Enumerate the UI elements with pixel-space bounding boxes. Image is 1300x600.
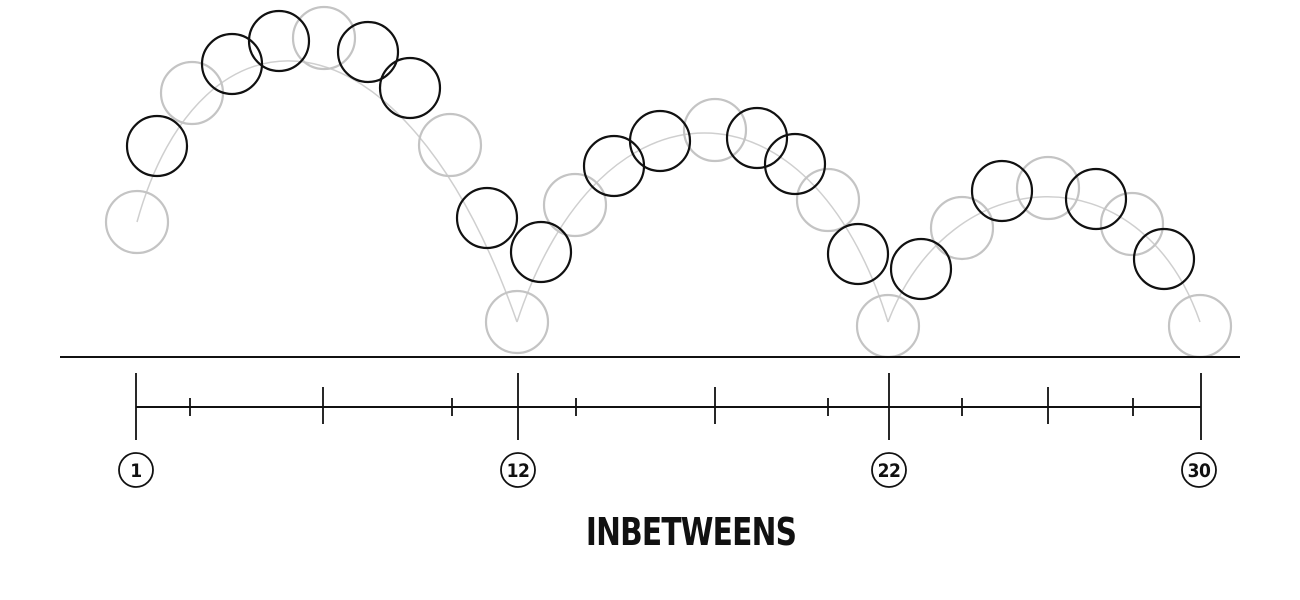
marker-label: 22 [878, 460, 901, 482]
ghost-ball [544, 174, 606, 236]
marker-label: 30 [1188, 460, 1211, 482]
inbetween-ball [380, 58, 440, 118]
arc-2 [517, 133, 888, 322]
diagram-caption: INBETWEENS [586, 510, 796, 555]
keyframe-marker-1: 1 [119, 453, 153, 487]
ghost-ball [161, 62, 223, 124]
ghost-ball [931, 197, 993, 259]
ghost-ball [857, 295, 919, 357]
ghost-ball [419, 114, 481, 176]
keyframe-marker-12: 12 [501, 453, 535, 487]
marker-label: 12 [507, 460, 530, 482]
inbetween-ball [249, 11, 309, 71]
inbetween-ball [584, 136, 644, 196]
keyframe-markers: 1 12 22 30 [119, 453, 1216, 487]
ghost-ball [1169, 295, 1231, 357]
inbetween-ball [202, 34, 262, 94]
ghost-frames [106, 7, 1231, 357]
ghost-ball [684, 99, 746, 161]
inbetween-ball [891, 239, 951, 299]
inbetween-frames [127, 11, 1194, 299]
inbetween-ball [828, 224, 888, 284]
arc-1 [137, 61, 517, 322]
inbetween-ball [338, 22, 398, 82]
inbetween-ball [972, 161, 1032, 221]
timing-chart [136, 373, 1201, 440]
inbetween-ball [457, 188, 517, 248]
marker-label: 1 [130, 460, 141, 482]
motion-path [137, 61, 1200, 322]
ghost-ball [797, 169, 859, 231]
inbetween-ball [1134, 229, 1194, 289]
inbetween-ball [511, 222, 571, 282]
keyframe-marker-22: 22 [872, 453, 906, 487]
keyframe-marker-30: 30 [1182, 453, 1216, 487]
